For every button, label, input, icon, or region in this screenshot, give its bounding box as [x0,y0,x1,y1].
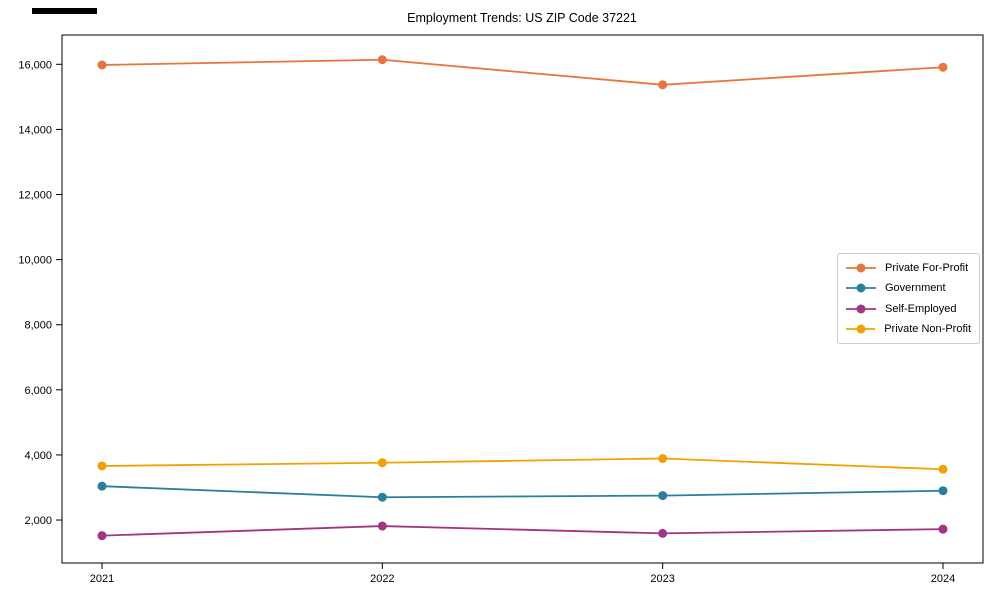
y-tick-label: 14,000 [18,124,52,136]
legend-label: Self-Employed [885,302,957,315]
legend-label: Private For-Profit [885,262,969,275]
legend-label: Private Non-Profit [884,322,971,335]
data-point-marker [97,461,107,471]
legend-label: Government [885,282,946,295]
legend-swatch-icon [846,283,876,293]
data-point-marker [658,454,668,464]
data-point-marker [658,491,668,501]
y-tick-label: 4,000 [24,450,52,462]
chart-title: Employment Trends: US ZIP Code 37221 [407,11,637,25]
data-point-marker [938,62,948,72]
data-point-marker [938,486,948,496]
data-point-marker [97,481,107,491]
legend-swatch-icon [846,324,876,334]
legend-item-private-non-profit: Private Non-Profit [846,319,971,339]
x-tick-label: 2022 [370,573,394,585]
data-point-marker [97,60,107,70]
data-point-marker [377,492,387,502]
data-point-marker [938,464,948,474]
series-line-private-for-profit [101,58,944,86]
y-tick-label: 2,000 [24,515,52,527]
plot-border [61,34,984,564]
legend-item-private-for-profit: Private For-Profit [846,258,971,278]
screenshot-artifact [32,8,97,14]
data-point-marker [377,521,387,531]
y-tick-label: 12,000 [18,190,52,202]
x-tick-label: 2021 [90,573,114,585]
legend-item-self-employed: Self-Employed [846,299,971,319]
data-point-marker [377,55,387,65]
data-point-marker [658,528,668,538]
y-tick-label: 6,000 [24,385,52,397]
y-tick-label: 10,000 [18,255,52,267]
y-tick-label: 16,000 [18,59,52,71]
series-line-private-non-profit [101,457,944,471]
legend-item-government: Government [846,278,971,298]
legend: Private For-Profit Government Self-Employe… [837,253,980,344]
data-point-marker [97,531,107,541]
legend-swatch-icon [846,304,876,314]
data-point-marker [377,458,387,468]
x-tick-label: 2023 [650,573,674,585]
y-tick-label: 8,000 [24,320,52,332]
legend-swatch-icon [846,263,876,273]
x-tick-label: 2024 [931,573,955,585]
series-line-self-employed [101,525,944,537]
series-line-government [101,485,944,499]
data-point-marker [658,80,668,90]
data-point-marker [938,524,948,534]
